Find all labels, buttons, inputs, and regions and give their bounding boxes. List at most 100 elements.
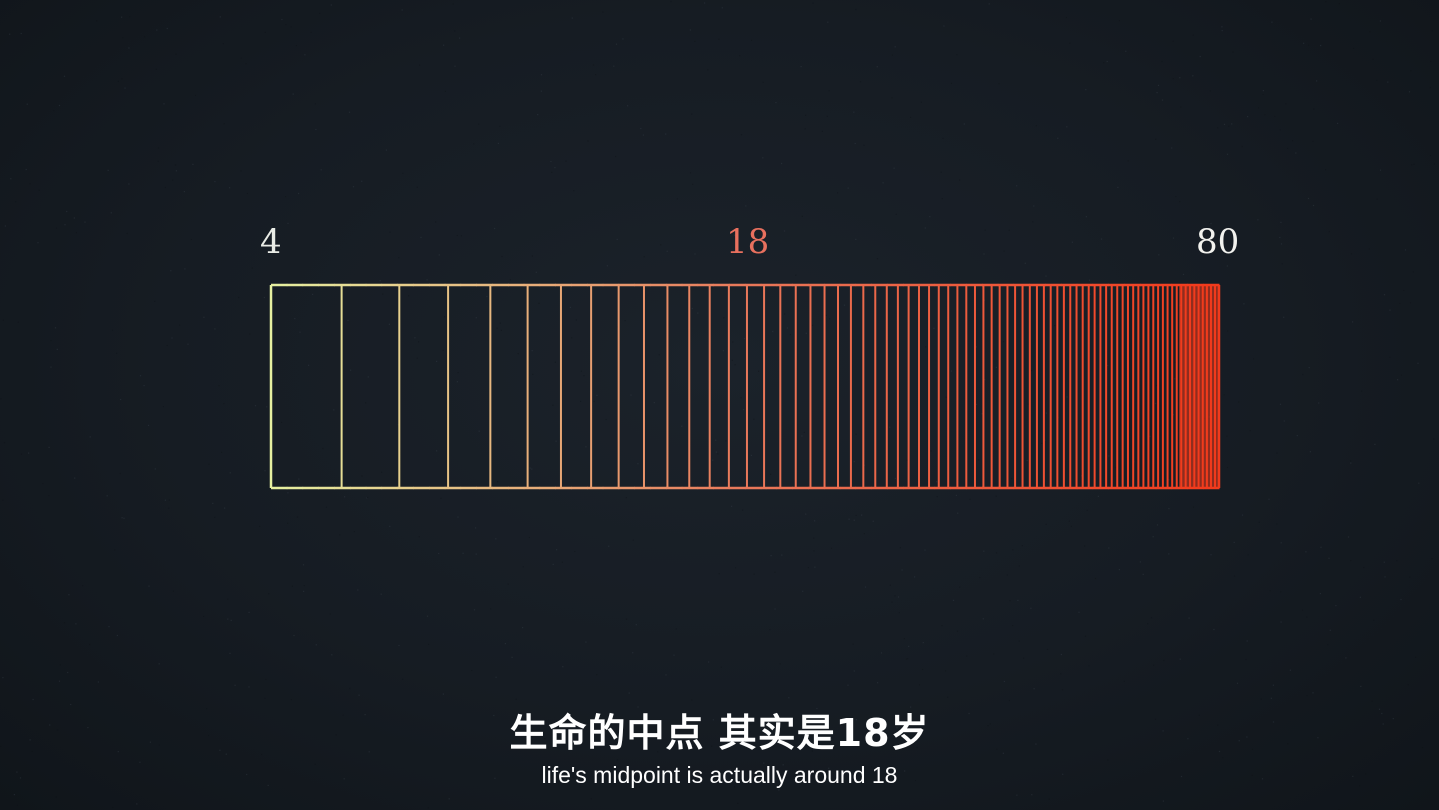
noise-speck: [1217, 127, 1219, 129]
noise-speck: [828, 90, 830, 92]
noise-speck: [1061, 689, 1064, 691]
noise-speck: [813, 537, 815, 539]
noise-speck: [1002, 341, 1005, 343]
noise-speck: [1279, 236, 1281, 239]
noise-speck: [1003, 250, 1005, 252]
noise-speck: [266, 406, 268, 408]
noise-speck: [554, 361, 556, 363]
noise-speck: [1233, 541, 1235, 543]
noise-speck: [642, 134, 644, 136]
noise-speck: [319, 12, 321, 14]
noise-speck: [848, 518, 850, 520]
noise-speck: [1309, 451, 1311, 453]
noise-speck: [772, 330, 774, 333]
noise-speck: [1002, 752, 1004, 754]
noise-speck: [208, 734, 210, 737]
noise-speck: [943, 25, 945, 27]
noise-speck: [989, 723, 991, 725]
noise-speck: [1209, 222, 1211, 224]
noise-speck: [1381, 712, 1383, 715]
noise-speck: [1108, 455, 1110, 457]
noise-speck: [847, 684, 849, 686]
noise-speck: [673, 654, 675, 656]
noise-speck: [916, 746, 918, 749]
noise-speck: [1347, 536, 1350, 538]
noise-speck: [765, 488, 767, 490]
noise-speck: [1054, 325, 1056, 327]
noise-speck: [975, 346, 977, 348]
noise-speck: [1319, 593, 1321, 595]
noise-speck: [1431, 558, 1433, 560]
noise-speck: [1413, 163, 1415, 165]
noise-speck: [758, 370, 760, 372]
noise-speck: [315, 128, 317, 131]
noise-speck: [1071, 241, 1073, 243]
noise-speck: [587, 140, 589, 142]
noise-speck: [246, 773, 248, 776]
noise-speck: [1264, 114, 1266, 116]
noise-speck: [720, 666, 722, 668]
noise-speck: [26, 103, 28, 105]
noise-speck: [1418, 482, 1420, 484]
noise-speck: [975, 403, 978, 405]
noise-speck: [1068, 520, 1070, 522]
noise-speck: [827, 21, 829, 23]
noise-speck: [1182, 273, 1185, 275]
noise-speck: [625, 618, 628, 620]
noise-speck: [1268, 498, 1270, 500]
noise-speck: [473, 143, 475, 145]
noise-speck: [1153, 664, 1155, 666]
noise-speck: [1421, 747, 1424, 749]
noise-speck: [569, 306, 571, 308]
noise-speck: [1382, 723, 1384, 725]
noise-speck: [538, 724, 540, 726]
noise-speck: [1226, 153, 1229, 155]
noise-speck: [1174, 378, 1176, 380]
noise-speck: [172, 179, 174, 181]
noise-speck: [500, 329, 502, 331]
noise-speck: [443, 44, 445, 46]
noise-speck: [1310, 18, 1312, 20]
noise-speck: [697, 312, 699, 314]
noise-speck: [219, 749, 221, 751]
noise-speck: [3, 442, 6, 444]
noise-speck: [19, 777, 22, 779]
noise-speck: [67, 671, 69, 674]
noise-speck: [49, 724, 51, 726]
subtitle-chinese: 生命的中点 其实是18岁: [509, 711, 930, 755]
noise-speck: [1158, 254, 1160, 256]
noise-speck: [658, 354, 660, 356]
noise-speck: [540, 90, 542, 92]
noise-speck: [1048, 798, 1050, 800]
noise-speck: [1400, 598, 1402, 601]
noise-speck: [595, 74, 597, 76]
noise-speck: [1283, 420, 1285, 422]
noise-speck: [774, 571, 776, 573]
noise-speck: [1024, 262, 1026, 264]
noise-speck: [1147, 623, 1149, 625]
noise-speck: [1227, 330, 1229, 332]
noise-speck: [522, 627, 524, 629]
noise-speck: [457, 516, 459, 518]
noise-speck: [627, 105, 629, 107]
noise-speck: [918, 684, 921, 686]
noise-speck: [694, 40, 696, 42]
noise-speck: [895, 213, 897, 215]
noise-speck: [1352, 321, 1354, 323]
noise-speck: [454, 65, 456, 67]
noise-speck: [1408, 91, 1411, 93]
noise-speck: [303, 585, 305, 587]
noise-speck: [753, 418, 755, 420]
noise-speck: [723, 317, 725, 319]
noise-speck: [1172, 40, 1174, 42]
noise-speck: [1238, 401, 1240, 403]
noise-speck: [259, 525, 261, 527]
noise-speck: [325, 506, 328, 508]
noise-speck: [230, 619, 232, 621]
noise-speck: [740, 397, 742, 399]
noise-speck: [1150, 617, 1153, 619]
noise-speck: [555, 440, 557, 442]
noise-speck: [497, 142, 499, 144]
noise-speck: [1306, 695, 1308, 697]
